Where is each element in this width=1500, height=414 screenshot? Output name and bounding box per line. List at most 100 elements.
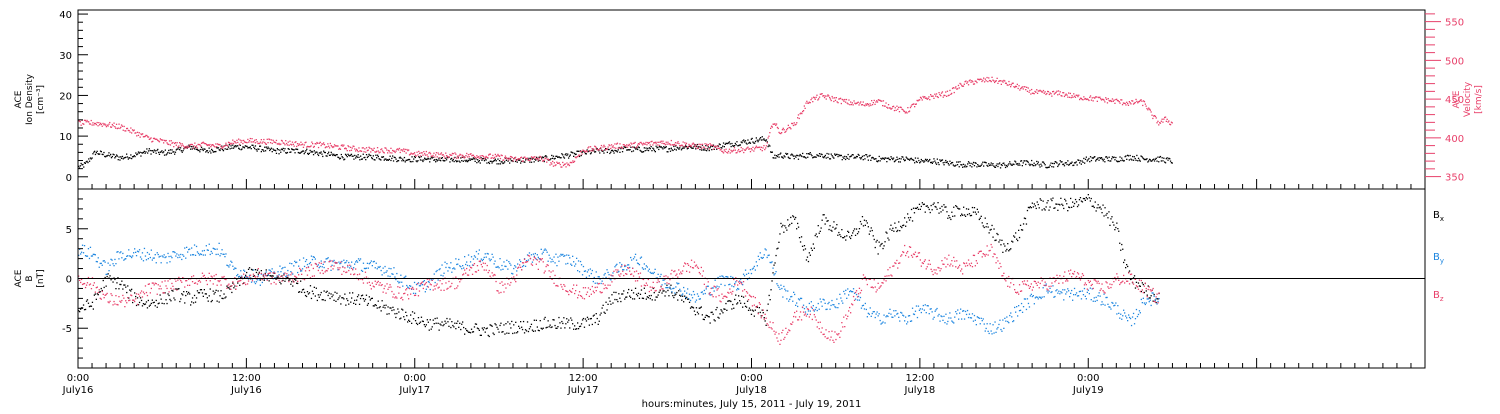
bx-point <box>125 286 127 288</box>
by-point <box>241 275 243 277</box>
bx-point <box>135 304 138 307</box>
velocity-point <box>698 143 700 145</box>
velocity-point <box>557 162 559 164</box>
density-point <box>162 152 164 154</box>
bz-point <box>238 280 240 282</box>
by-point <box>381 274 383 276</box>
bx-point <box>318 296 320 298</box>
velocity-point <box>115 127 117 129</box>
density-point <box>422 160 424 163</box>
velocity-point <box>474 156 476 159</box>
velocity-point <box>197 143 199 146</box>
velocity-point <box>792 124 795 127</box>
bx-point <box>556 327 558 329</box>
bx-point <box>434 317 436 320</box>
velocity-point <box>152 137 155 140</box>
velocity-point <box>856 102 858 104</box>
density-point <box>1064 162 1066 164</box>
density-point <box>1084 162 1086 164</box>
by-point <box>1132 312 1135 315</box>
by-point <box>1008 322 1010 324</box>
density-point <box>720 147 722 149</box>
velocity-point <box>599 148 601 150</box>
by-point <box>631 259 633 261</box>
bx-point <box>1140 290 1142 293</box>
density-point <box>902 156 904 158</box>
velocity-point <box>360 150 362 152</box>
bx-point <box>450 326 452 329</box>
by-point <box>800 297 803 300</box>
velocity-point <box>89 123 92 125</box>
velocity-point <box>600 144 603 147</box>
by-point <box>1094 300 1096 302</box>
velocity-point <box>464 156 466 159</box>
density-point <box>850 155 852 158</box>
bx-point <box>358 303 361 305</box>
velocity-point <box>629 145 631 147</box>
bz-point <box>209 280 211 282</box>
bx-point <box>620 300 622 303</box>
velocity-point <box>680 144 683 146</box>
velocity-point <box>560 166 562 168</box>
density-point <box>322 155 324 158</box>
bx-point <box>521 326 523 328</box>
density-point <box>614 149 616 152</box>
density-point <box>756 139 758 141</box>
by-point <box>374 267 376 269</box>
velocity-point <box>271 142 273 145</box>
density-point <box>729 143 731 145</box>
velocity-point <box>194 142 196 144</box>
density-point <box>220 148 222 150</box>
velocity-point <box>727 150 730 152</box>
density-point <box>1130 158 1132 160</box>
velocity-point <box>831 95 833 98</box>
velocity-point <box>317 142 319 144</box>
density-point <box>623 146 625 148</box>
by-point <box>407 286 409 288</box>
density-point <box>1033 162 1035 164</box>
velocity-point <box>484 156 486 159</box>
velocity-point <box>298 143 300 145</box>
by-point <box>247 278 250 280</box>
velocity-point <box>1151 114 1153 116</box>
by-point <box>808 302 810 305</box>
velocity-point <box>111 123 113 126</box>
bx-point <box>981 222 983 224</box>
velocity-point <box>626 144 628 146</box>
by-point <box>79 248 81 250</box>
by-point <box>542 251 544 253</box>
bx-point <box>675 293 677 295</box>
velocity-point <box>236 139 238 141</box>
velocity-point <box>190 143 192 146</box>
velocity-point <box>871 104 874 106</box>
by-point <box>1097 295 1099 297</box>
density-point <box>584 153 587 155</box>
velocity-point <box>429 151 431 154</box>
density-point <box>488 162 491 165</box>
density-point <box>838 154 840 156</box>
density-point <box>1169 158 1171 160</box>
by-point <box>945 313 947 315</box>
by-point <box>428 281 430 283</box>
bz-point <box>138 295 141 297</box>
by-point <box>837 307 839 309</box>
density-point <box>835 153 837 156</box>
velocity-point <box>263 138 265 141</box>
bx-point <box>114 278 116 281</box>
velocity-point <box>397 148 399 150</box>
velocity-point <box>669 143 671 145</box>
by-point <box>1018 305 1020 307</box>
bx-point <box>1032 206 1034 208</box>
by-point <box>652 272 654 275</box>
density-point <box>1015 161 1017 163</box>
bx-point <box>857 231 860 233</box>
by-point <box>132 255 134 257</box>
density-point <box>779 153 781 155</box>
density-point <box>637 148 639 151</box>
bx-point <box>465 328 467 330</box>
by-point <box>854 298 857 300</box>
bx-point <box>323 290 325 292</box>
velocity-point <box>1081 98 1083 101</box>
bx-point <box>270 275 272 277</box>
density-point <box>185 146 188 148</box>
